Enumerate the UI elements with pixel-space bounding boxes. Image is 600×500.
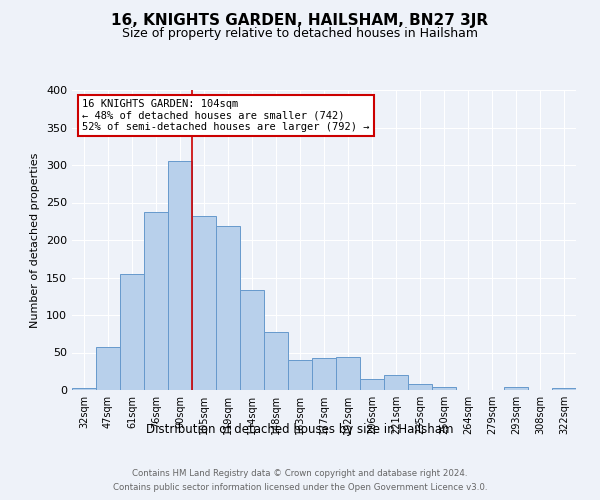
Bar [216,226,240,390]
Bar [408,384,432,390]
Text: Size of property relative to detached houses in Hailsham: Size of property relative to detached ho… [122,28,478,40]
Bar [288,360,312,390]
Bar [168,161,192,390]
Bar [312,358,336,390]
Bar [192,216,216,390]
Bar [432,387,456,390]
Bar [504,387,528,390]
Text: 16 KNIGHTS GARDEN: 104sqm
← 48% of detached houses are smaller (742)
52% of semi: 16 KNIGHTS GARDEN: 104sqm ← 48% of detac… [82,99,370,132]
Text: Contains HM Land Registry data © Crown copyright and database right 2024.: Contains HM Land Registry data © Crown c… [132,468,468,477]
Text: Distribution of detached houses by size in Hailsham: Distribution of detached houses by size … [146,422,454,436]
Text: Contains public sector information licensed under the Open Government Licence v3: Contains public sector information licen… [113,484,487,492]
Bar [552,388,576,390]
Bar [96,346,120,390]
Bar [240,290,264,390]
Bar [144,212,168,390]
Bar [336,357,360,390]
Bar [72,388,96,390]
Bar [384,375,408,390]
Text: 16, KNIGHTS GARDEN, HAILSHAM, BN27 3JR: 16, KNIGHTS GARDEN, HAILSHAM, BN27 3JR [112,12,488,28]
Bar [264,332,288,390]
Bar [120,274,144,390]
Bar [360,379,384,390]
Y-axis label: Number of detached properties: Number of detached properties [31,152,40,328]
